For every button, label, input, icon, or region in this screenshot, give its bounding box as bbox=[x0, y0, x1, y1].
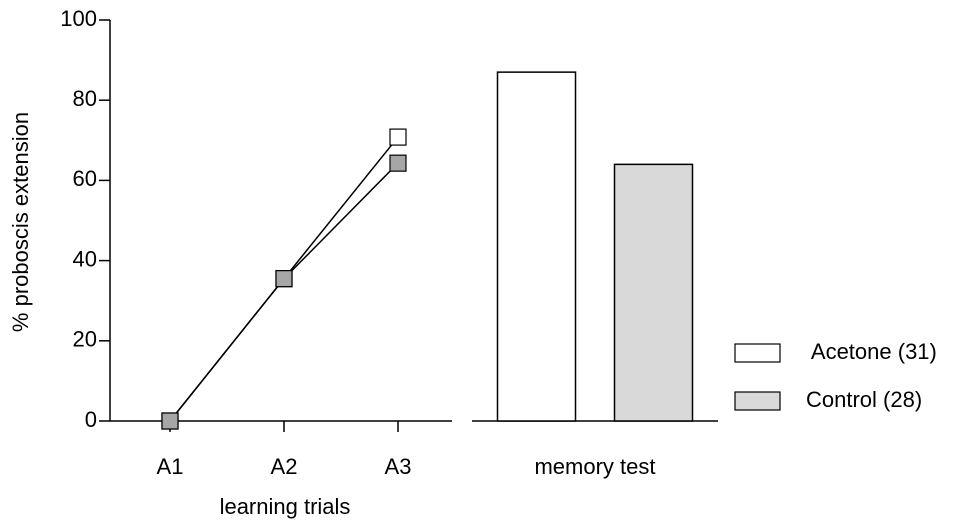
y-tick-label: 80 bbox=[73, 86, 97, 111]
x-tick-label: memory test bbox=[534, 454, 655, 479]
x-axis-label: learning trials bbox=[220, 494, 351, 519]
y-tick-label: 20 bbox=[73, 327, 97, 352]
bar bbox=[496, 71, 577, 422]
point-marker bbox=[389, 128, 407, 146]
legend-label: Control (28) bbox=[806, 387, 922, 412]
x-tick-label: A2 bbox=[271, 454, 298, 479]
legend-swatch bbox=[734, 343, 781, 363]
x-tick-label: A3 bbox=[385, 454, 412, 479]
point-marker bbox=[161, 412, 179, 430]
legend-label: Acetone (31) bbox=[806, 339, 937, 364]
y-tick-label: 40 bbox=[73, 246, 97, 271]
bar bbox=[613, 163, 694, 422]
y-axis-label: % proboscis extension bbox=[8, 112, 33, 332]
series-line bbox=[169, 162, 399, 422]
point-marker bbox=[275, 270, 293, 288]
y-tick-label: 0 bbox=[85, 407, 97, 432]
point-marker bbox=[389, 154, 407, 172]
y-tick-label: 60 bbox=[73, 166, 97, 191]
x-tick-label: A1 bbox=[157, 454, 184, 479]
y-tick-label: 100 bbox=[60, 6, 97, 31]
legend-swatch bbox=[734, 391, 781, 411]
